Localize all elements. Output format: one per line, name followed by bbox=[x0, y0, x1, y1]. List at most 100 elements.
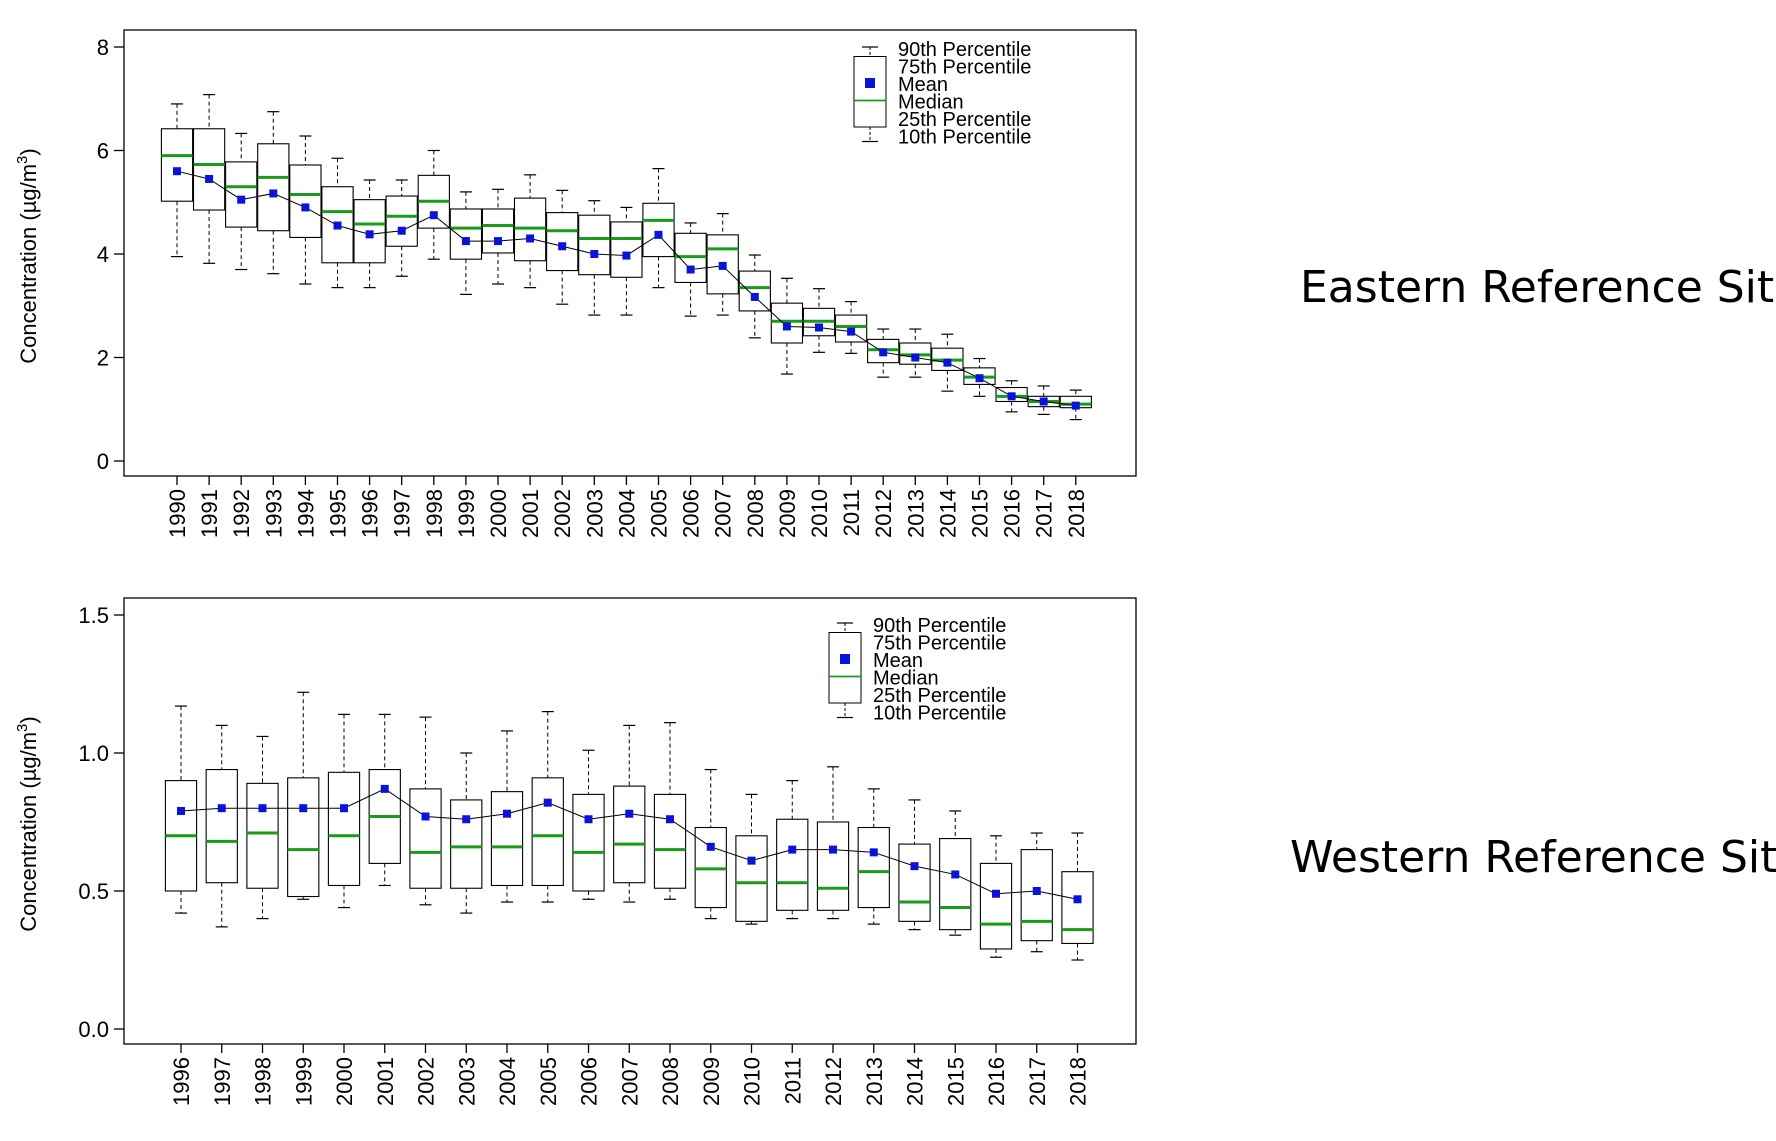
iqr-box bbox=[321, 186, 354, 264]
box-2001 bbox=[513, 174, 547, 289]
x-tick-label: 2002 bbox=[414, 1057, 439, 1106]
x-tick-label: 2011 bbox=[780, 1057, 805, 1104]
x-tick-label: 2006 bbox=[577, 1057, 602, 1106]
box-1998 bbox=[417, 149, 450, 260]
box-2013 bbox=[857, 788, 890, 925]
x-tick-label: 2018 bbox=[1064, 489, 1089, 538]
box-2016 bbox=[995, 380, 1028, 413]
mean-marker bbox=[869, 848, 878, 857]
mean-marker bbox=[365, 230, 374, 239]
x-tick-label: 1999 bbox=[454, 489, 479, 538]
y-tick-label: 4 bbox=[97, 242, 109, 267]
box-1999 bbox=[287, 691, 320, 900]
iqr-box bbox=[898, 843, 931, 922]
box-2010 bbox=[802, 288, 836, 353]
y-tick-label: 1.5 bbox=[78, 603, 109, 628]
box-2014 bbox=[898, 799, 931, 931]
legend-p25-label: 25th Percentile bbox=[898, 109, 1031, 131]
mean-marker bbox=[788, 845, 797, 854]
box-2009 bbox=[694, 768, 727, 920]
mean-marker bbox=[847, 327, 856, 336]
y-tick-label: 1.0 bbox=[78, 741, 109, 766]
y-tick-label: 0.0 bbox=[78, 1017, 109, 1042]
legend-p10-label: 10th Percentile bbox=[873, 703, 1006, 725]
iqr-box bbox=[735, 835, 768, 922]
box-1991 bbox=[192, 94, 226, 264]
mean-marker bbox=[910, 862, 919, 871]
x-tick-label: 1996 bbox=[358, 489, 383, 538]
mean-marker bbox=[747, 856, 756, 865]
x-tick-label: 2013 bbox=[862, 1057, 887, 1106]
legend-p90-label: 90th Percentile bbox=[873, 615, 1006, 637]
x-tick-label: 2003 bbox=[454, 1057, 479, 1106]
legend-p75-label: 75th Percentile bbox=[873, 633, 1006, 655]
mean-marker bbox=[299, 804, 308, 813]
box-2005 bbox=[531, 710, 564, 903]
legend-mean-label: Mean bbox=[873, 650, 923, 672]
mean-marker bbox=[177, 806, 185, 815]
box-2000 bbox=[327, 713, 361, 909]
iqr-box bbox=[246, 782, 279, 889]
x-tick-label: 1995 bbox=[326, 489, 351, 538]
box-2010 bbox=[735, 793, 768, 925]
mean-marker bbox=[503, 809, 511, 818]
box-2003 bbox=[578, 200, 611, 316]
mean-marker bbox=[782, 322, 791, 331]
box-2011 bbox=[776, 779, 809, 920]
box-2007 bbox=[706, 213, 739, 316]
x-tick-label: 1997 bbox=[210, 1057, 235, 1106]
x-tick-label: 2012 bbox=[821, 1057, 846, 1106]
legend-p75-label: 75th Percentile bbox=[898, 57, 1031, 79]
mean-marker bbox=[1071, 401, 1080, 410]
box-1990 bbox=[160, 103, 194, 258]
x-tick-label: 2011 bbox=[839, 489, 864, 536]
mean-marker bbox=[333, 221, 342, 230]
box-2013 bbox=[899, 328, 932, 378]
iqr-box bbox=[857, 826, 890, 909]
iqr-box bbox=[409, 788, 442, 889]
iqr-box bbox=[385, 195, 418, 247]
box-2003 bbox=[450, 752, 483, 914]
iqr-box bbox=[738, 270, 771, 312]
mean-marker bbox=[397, 226, 406, 235]
box-1993 bbox=[257, 111, 290, 275]
iqr-box bbox=[205, 769, 238, 884]
box-2002 bbox=[409, 716, 442, 906]
y-tick-label: 8 bbox=[97, 35, 109, 60]
mean-marker bbox=[421, 812, 430, 821]
box-2000 bbox=[481, 188, 515, 285]
x-tick-label: 2017 bbox=[1025, 1057, 1050, 1106]
x-tick-label: 2010 bbox=[740, 1057, 765, 1106]
x-tick-label: 2014 bbox=[935, 489, 960, 538]
box-1997 bbox=[205, 724, 238, 928]
mean-marker bbox=[654, 230, 663, 239]
iqr-box bbox=[257, 143, 290, 232]
box-2012 bbox=[816, 766, 850, 920]
iqr-box bbox=[995, 386, 1028, 403]
mean-marker bbox=[429, 211, 438, 220]
iqr-box bbox=[531, 777, 564, 887]
box-1996 bbox=[353, 179, 386, 289]
iqr-box bbox=[610, 221, 643, 278]
mean-marker bbox=[461, 237, 470, 246]
iqr-box bbox=[450, 799, 483, 889]
box-2006 bbox=[674, 222, 707, 317]
x-tick-label: 2007 bbox=[711, 489, 736, 538]
mean-marker bbox=[622, 251, 631, 260]
iqr-box bbox=[706, 234, 739, 295]
legend-p90-label: 90th Percentile bbox=[898, 39, 1031, 61]
mean-marker bbox=[975, 374, 984, 383]
iqr-box bbox=[572, 793, 605, 892]
y-tick-label: 2 bbox=[97, 346, 109, 371]
box-1992 bbox=[225, 132, 258, 271]
x-tick-label: 2009 bbox=[775, 489, 800, 538]
iqr-box bbox=[546, 212, 579, 272]
x-tick-label: 1990 bbox=[165, 489, 190, 538]
plot-frame bbox=[123, 29, 1137, 477]
box-1998 bbox=[246, 735, 279, 920]
box-2016 bbox=[979, 835, 1013, 958]
x-tick-label: 2005 bbox=[647, 489, 672, 538]
x-tick-label: 2003 bbox=[582, 489, 607, 538]
x-tick-label: 2005 bbox=[536, 1057, 561, 1106]
